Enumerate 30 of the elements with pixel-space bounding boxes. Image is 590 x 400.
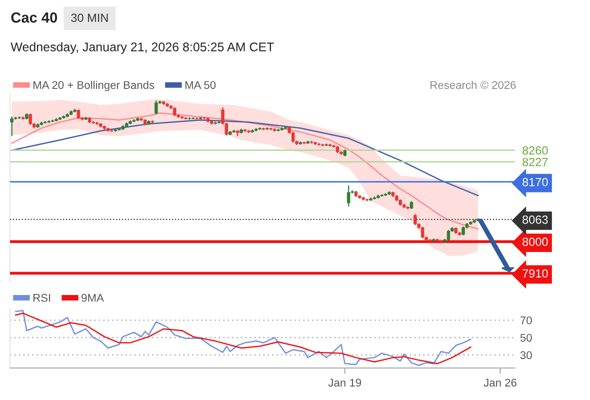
- legend-label: RSI: [33, 294, 50, 302]
- line-series: [11, 119, 479, 196]
- x-tick-label: Jan 19: [328, 378, 362, 387]
- candlestick: [154, 100, 158, 115]
- text: 30 MIN: [71, 14, 108, 22]
- legend-label: MA 20 + Bollinger Bands: [33, 80, 154, 92]
- candlestick: [346, 184, 350, 208]
- candlestick: [28, 113, 32, 126]
- candlestick: [92, 120, 95, 124]
- y-tick-label: 7910: [522, 269, 548, 278]
- y-tick-label: 30: [520, 351, 532, 360]
- candlestick: [446, 229, 450, 242]
- candlestick: [10, 116, 14, 137]
- y-tick-label: 8063: [522, 215, 548, 224]
- text: Research © 2026: [430, 80, 516, 89]
- line-series: [11, 112, 479, 230]
- chart-title: Cac 40: [11, 12, 58, 23]
- y-tick-label: 8000: [522, 238, 548, 246]
- y-tick-label: 70: [520, 316, 532, 324]
- legend-label: MA 50: [185, 81, 216, 89]
- y-tick-label: 50: [520, 334, 532, 342]
- x-tick-label: Jan 26: [484, 378, 516, 387]
- candlestick: [202, 116, 206, 120]
- chart-subtitle: Wednesday, January 21, 2026 8:05:25 AM CET: [10, 42, 274, 54]
- candlestick: [414, 214, 417, 226]
- y-tick-label: 8260: [522, 146, 548, 155]
- legend-label: 9MA: [82, 294, 104, 302]
- candlestick: [76, 108, 80, 120]
- y-tick-label: 8227: [522, 158, 548, 166]
- y-tick-label: 8170: [522, 178, 548, 186]
